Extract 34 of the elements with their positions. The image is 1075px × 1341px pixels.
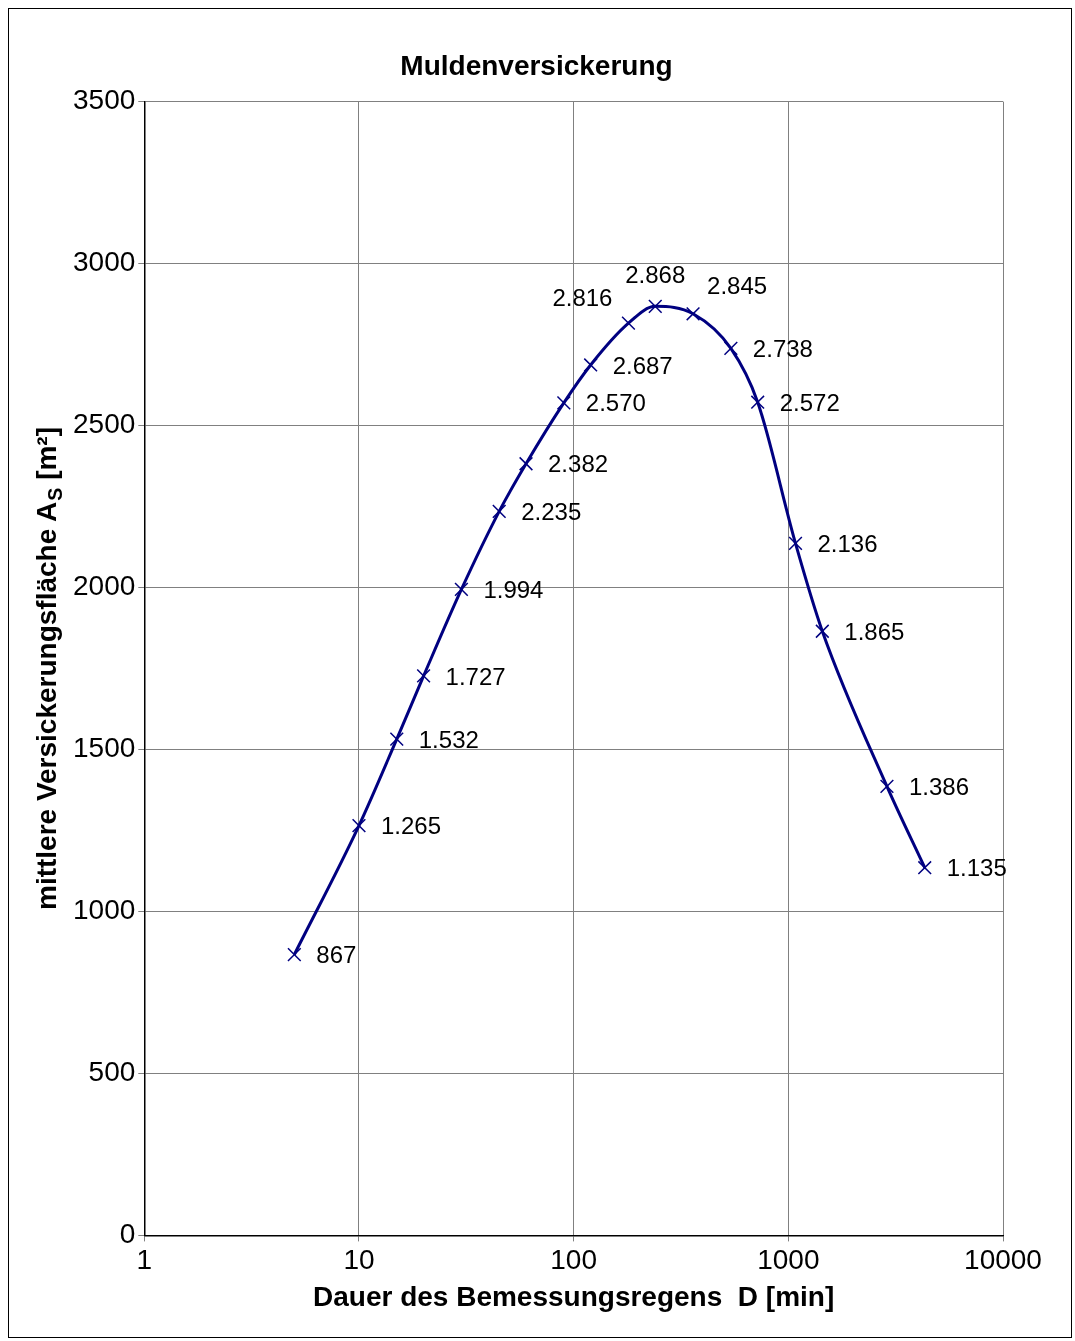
data-label: 2.572 [779,388,840,416]
data-label: 1.265 [380,812,442,840]
data-label: 867 [316,941,357,969]
y-tick-label: 3000 [72,246,136,278]
data-label: 2.382 [548,450,609,478]
data-label: 2.816 [552,283,613,311]
x-tick-label: 1000 [757,1243,820,1275]
x-tick-label: 10000 [964,1243,1042,1275]
data-label: 2.570 [585,389,646,417]
data-label: 2.687 [612,351,673,379]
y-tick-label: 2500 [72,408,136,440]
x-tick-label: 1 [136,1243,153,1275]
y-tick-label: 2000 [72,570,136,602]
data-label: 1.865 [844,617,905,645]
y-axis-title: mittlere Versickerungsfläche AS [m²] [30,426,66,911]
data-label: 1.727 [445,662,506,690]
x-tick-label: 10 [343,1243,375,1275]
y-tick-label: 500 [88,1056,136,1088]
data-label: 2.235 [521,498,582,526]
data-label: 1.135 [946,854,1007,882]
data-label: 1.386 [908,773,970,801]
data-label: 2.868 [625,260,686,288]
y-tick-label: 0 [119,1218,136,1250]
chart-title: Muldenversickerung [400,49,673,81]
data-label: 2.136 [817,530,878,558]
data-label: 1.532 [418,725,479,753]
data-label: 2.845 [707,272,768,300]
y-tick-label: 3500 [72,84,136,116]
data-label: 2.738 [752,335,813,363]
x-axis-title: Dauer des Bemessungsregens D [min] [313,1280,835,1312]
y-tick-label: 1500 [72,732,136,764]
x-tick-label: 100 [550,1243,597,1275]
data-label: 1.994 [483,576,544,604]
y-tick-label: 1000 [72,894,136,926]
